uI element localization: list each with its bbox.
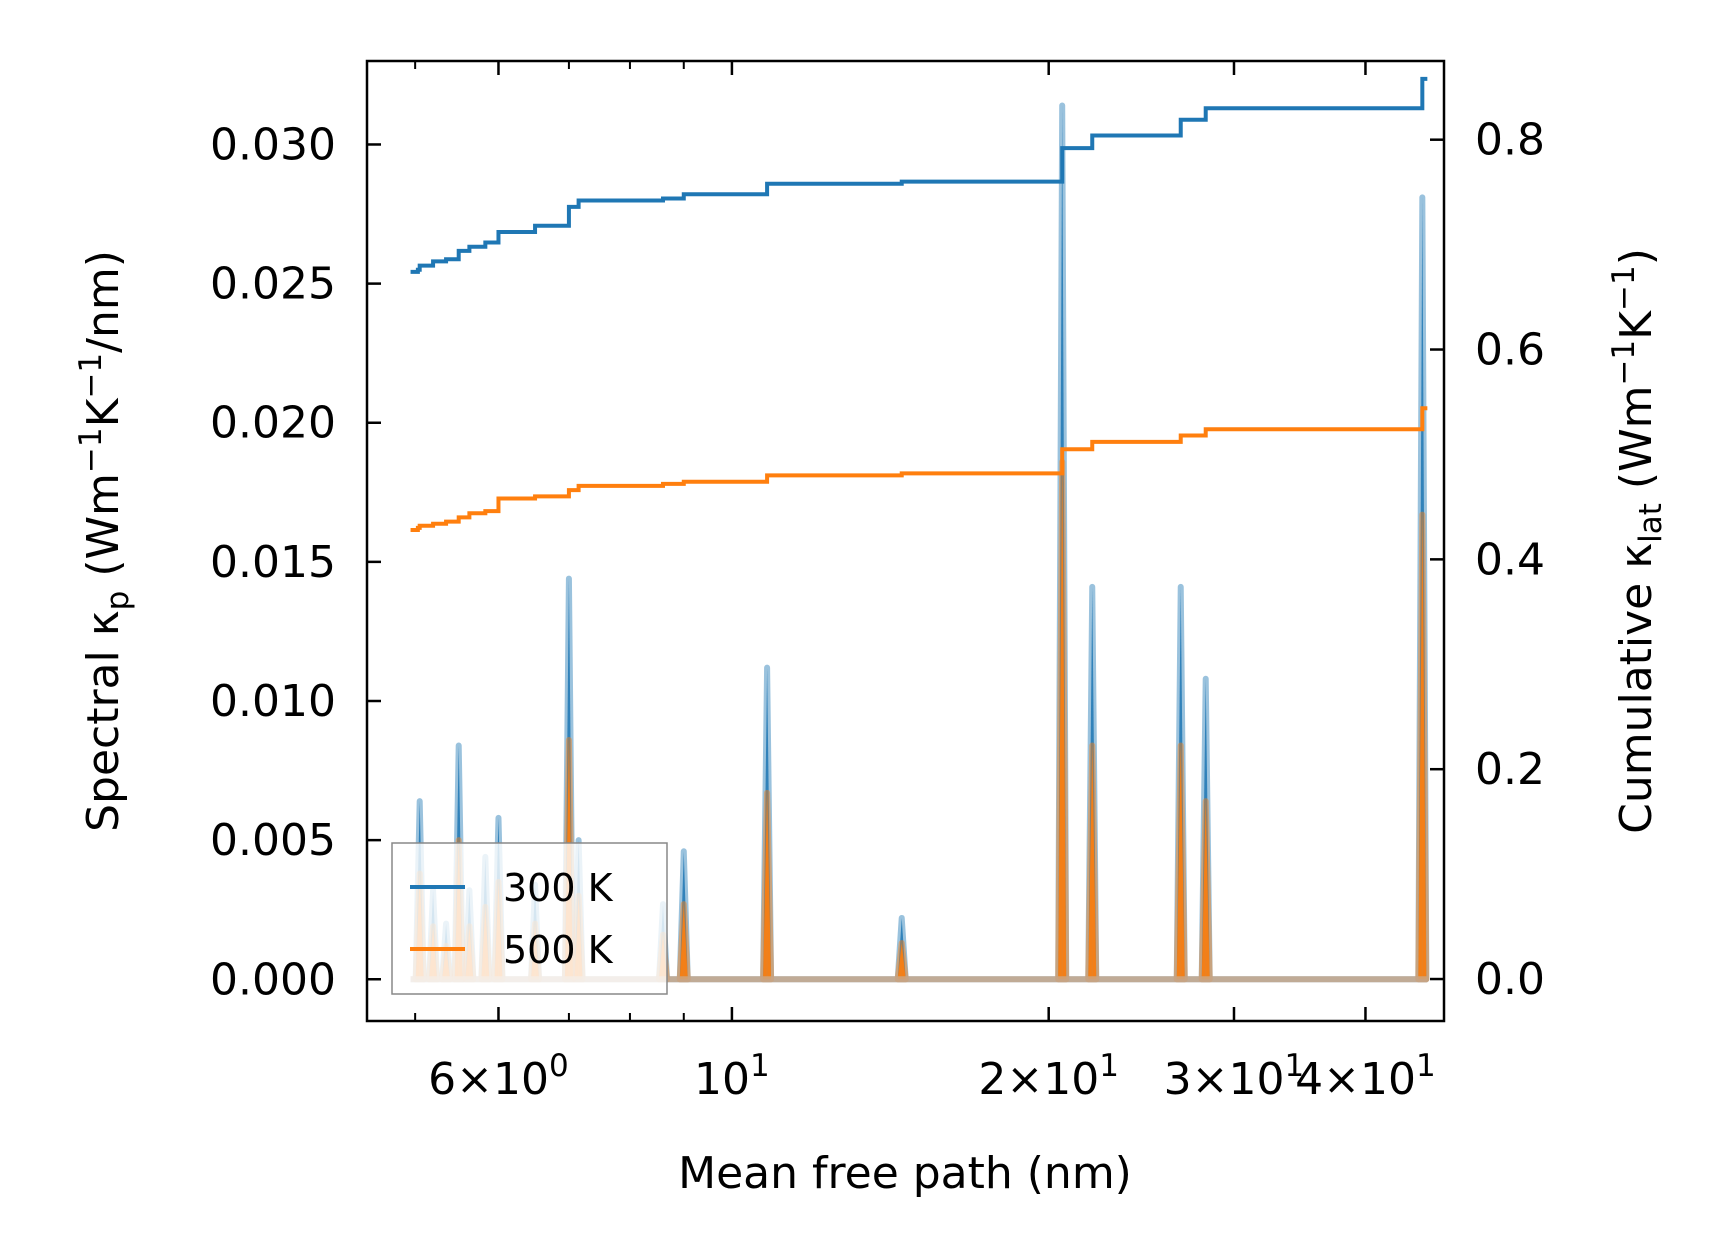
plot-frame [365, 59, 1446, 1023]
spectral-peak-500k-12 [760, 789, 775, 983]
spectral-peak-500k-18 [1415, 511, 1430, 983]
y-right-tick-label-2: 0.4 [1475, 534, 1545, 585]
spectral-peak-500k-11 [676, 901, 691, 983]
y-right-tick-label-1: 0.2 [1475, 744, 1545, 795]
y-right-axis-label: Cumulative κlat (Wm−1K−1) [1606, 248, 1669, 834]
spectral-peak-500k-17 [1198, 798, 1213, 983]
y-right-axis: 0.0 0.2 0.4 0.6 0.8 [1430, 115, 1545, 1005]
spectral-peak-500k-13 [894, 940, 909, 983]
y-right-tick-label-0: 0.0 [1475, 954, 1545, 1005]
y-right-tick-label-4: 0.8 [1475, 115, 1545, 166]
y-left-tick-label-1: 0.005 [210, 815, 336, 866]
spectral-peak-500k-15 [1085, 742, 1100, 983]
legend-label-300k: 300 K [503, 866, 614, 910]
x-tick-label-3: 3×101 [1164, 1048, 1305, 1105]
y-left-axis: 0.000 0.005 0.010 0.015 0.020 0.025 0.030 [210, 119, 381, 1005]
x-tick-label-1: 101 [694, 1048, 770, 1105]
x-tick-label-4: 4×101 [1295, 1048, 1436, 1105]
legend-label-500k: 500 K [503, 928, 614, 972]
x-tick-label-0: 6×100 [428, 1048, 569, 1105]
y-left-tick-label-4: 0.020 [210, 398, 336, 449]
spectral-peak-500k-16 [1173, 742, 1188, 983]
y-left-tick-label-6: 0.030 [210, 119, 336, 170]
x-axis-label: Mean free path (nm) [678, 1148, 1132, 1199]
y-left-tick-label-2: 0.010 [210, 676, 336, 727]
y-left-tick-label-5: 0.025 [210, 259, 336, 310]
x-tick-label-2: 2×101 [978, 1048, 1119, 1105]
legend: 300 K 500 K [391, 842, 668, 995]
spectral-peak-500k-14 [1055, 458, 1070, 983]
y-left-axis-label: Spectral κp (Wm−1K−1/nm) [73, 250, 136, 832]
cumulative-line-300k [410, 76, 1428, 274]
cumulative-layer [410, 76, 1428, 532]
y-right-tick-label-3: 0.6 [1475, 325, 1545, 376]
legend-box [391, 842, 668, 995]
y-left-tick-label-3: 0.015 [210, 537, 336, 588]
cumulative-line-500k [410, 406, 1428, 532]
y-left-tick-label-0: 0.000 [210, 954, 336, 1005]
